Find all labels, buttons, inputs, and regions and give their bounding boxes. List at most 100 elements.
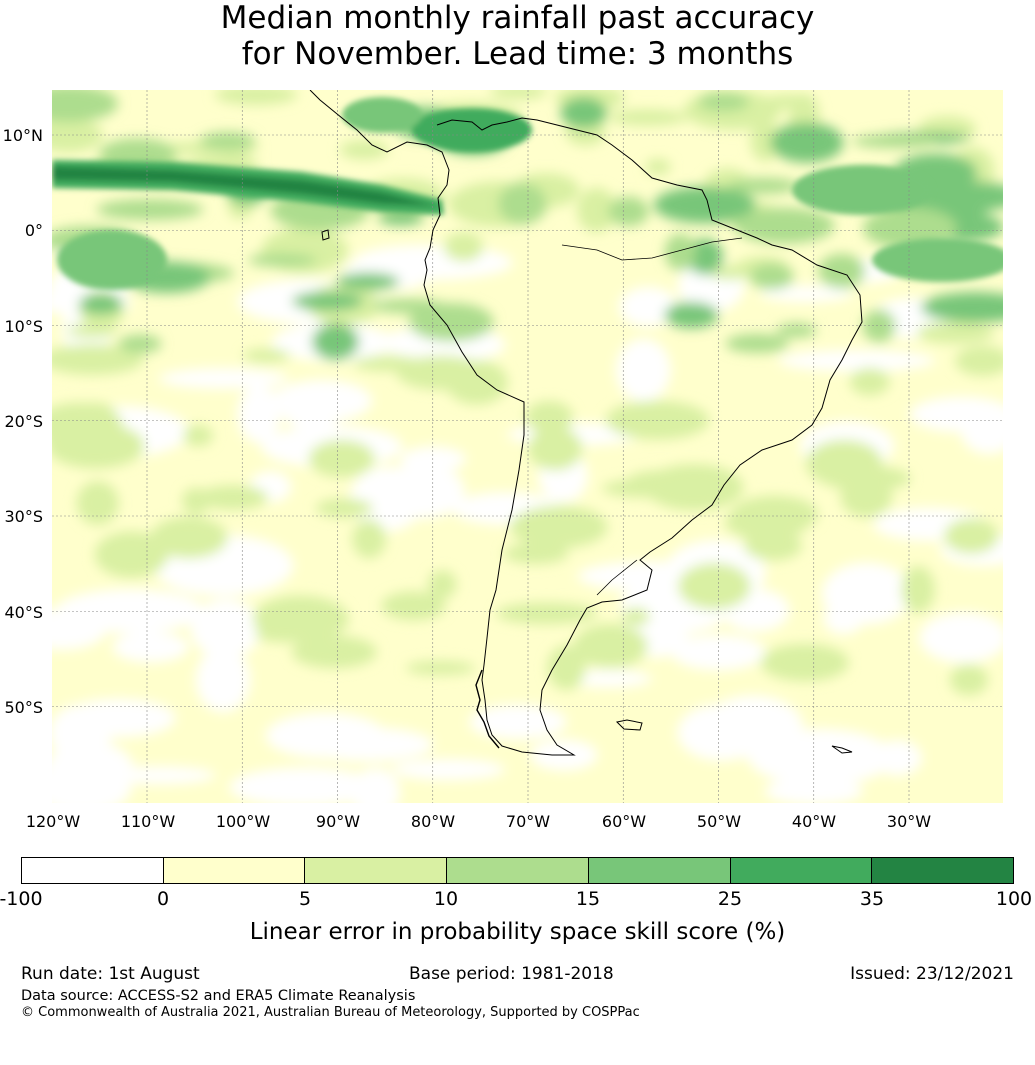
skill-patch xyxy=(818,253,866,289)
caribbean-band xyxy=(412,108,532,152)
negative-skill-patch xyxy=(400,446,466,472)
skill-patch xyxy=(76,481,119,525)
negative-skill-patch xyxy=(237,385,281,443)
south-america-coastline xyxy=(309,90,863,756)
skill-patch xyxy=(749,263,794,290)
tierra-del-fuego-fringe xyxy=(475,669,500,749)
skill-patch xyxy=(901,566,935,613)
colorbar-tick-label: 5 xyxy=(298,888,312,910)
negative-skill-patch xyxy=(469,704,567,740)
skill-patch xyxy=(776,323,817,338)
negative-skill-patch xyxy=(52,759,132,803)
skill-patch xyxy=(219,152,252,169)
lat-label-0: 0° xyxy=(24,221,43,240)
negative-skill-patch xyxy=(349,466,424,532)
skill-patch xyxy=(66,324,117,338)
pacific-band xyxy=(57,230,167,290)
skill-patch xyxy=(728,177,800,194)
skill-patch xyxy=(308,439,375,478)
falkland-islands xyxy=(615,719,643,731)
skill-patch xyxy=(405,661,476,675)
skill-patch xyxy=(697,92,750,112)
lat-label-10s: 10°S xyxy=(4,317,43,336)
colorbar-tick-label: 25 xyxy=(717,888,743,910)
skill-patch xyxy=(52,90,119,122)
issued-date: Issued: 23/12/2021 xyxy=(850,964,1014,984)
colorbar-segment-6 xyxy=(730,858,873,883)
skill-patch xyxy=(916,321,995,344)
lon-label-80w: 80°W xyxy=(410,812,456,831)
coastlines xyxy=(309,90,863,756)
skill-patch xyxy=(725,333,790,354)
colorbar-tick-label: 0 xyxy=(156,888,170,910)
lat-label-50s: 50°S xyxy=(4,698,43,717)
negative-skill-patch xyxy=(112,631,189,663)
skill-patch xyxy=(78,293,123,315)
lon-label-110w: 110°W xyxy=(120,812,176,831)
skill-patch xyxy=(495,602,598,625)
colorbar-segment-2 xyxy=(163,858,306,883)
colorbar-tick-label: 100 xyxy=(995,888,1033,910)
data-source: Data source: ACCESS-S2 and ERA5 Climate … xyxy=(21,988,416,1004)
skill-patch xyxy=(183,424,213,447)
skill-patch xyxy=(489,90,547,100)
skill-patch xyxy=(763,94,817,109)
skill-patch xyxy=(955,345,1003,376)
skill-patch xyxy=(118,334,162,354)
skill-patch xyxy=(708,265,753,280)
skill-patch xyxy=(371,298,447,314)
skill-patch xyxy=(840,475,893,518)
skill-patch xyxy=(920,292,1003,323)
skill-patch xyxy=(197,485,269,510)
skill-patch xyxy=(52,344,144,375)
colorbar-tick-label: -100 xyxy=(0,888,43,910)
lat-label-20s: 20°S xyxy=(4,412,43,431)
skill-patch xyxy=(252,595,349,642)
skill-patch xyxy=(428,570,457,599)
caribbean-band xyxy=(342,97,422,133)
negative-skill-patch xyxy=(195,646,251,713)
negative-skill-patch xyxy=(823,602,864,635)
negative-skill-patch xyxy=(159,368,288,389)
skill-patch xyxy=(607,196,649,227)
skill-patch xyxy=(52,422,145,469)
atlantic-band xyxy=(872,238,1003,282)
lon-label-90w: 90°W xyxy=(315,812,361,831)
negative-skill-patch xyxy=(616,338,671,402)
skill-patch xyxy=(528,426,583,471)
skill-patch xyxy=(862,309,896,343)
south-georgia xyxy=(831,745,853,754)
skill-patch xyxy=(214,90,298,105)
negative-skill-patch xyxy=(565,670,652,688)
skill-patch xyxy=(242,348,291,363)
skill-patch xyxy=(498,182,547,225)
skill-patch xyxy=(760,643,849,682)
colorbar-tick-label: 10 xyxy=(433,888,459,910)
skill-patch xyxy=(352,519,386,559)
title-line-1: Median monthly rainfall past accuracy xyxy=(220,0,815,36)
skill-field xyxy=(52,90,1003,803)
galapagos xyxy=(321,229,330,241)
negative-skill-patch xyxy=(671,634,766,671)
skill-patch xyxy=(353,355,424,372)
negative-skill-patch xyxy=(302,727,434,762)
title-line-2: for November. Lead time: 3 months xyxy=(241,36,794,72)
lon-label-100w: 100°W xyxy=(215,812,271,831)
colorbar-segment-1 xyxy=(22,858,164,883)
skill-patch xyxy=(339,140,389,160)
run-date: Run date: 1st August xyxy=(21,964,200,984)
negative-skill-patch xyxy=(229,767,379,803)
negative-skill-patch xyxy=(778,350,936,372)
negative-skill-patch xyxy=(106,766,216,785)
skill-patch xyxy=(805,439,883,487)
skill-patch xyxy=(849,367,890,396)
skill-patch xyxy=(509,505,608,549)
skill-patch xyxy=(664,302,719,329)
colorbar-tick-label: 35 xyxy=(859,888,885,910)
lon-label-70w: 70°W xyxy=(505,812,551,831)
lat-label-10n: 10°N xyxy=(2,126,43,145)
colorbar-segment-7 xyxy=(872,858,1014,883)
colorbar-tick-label: 15 xyxy=(575,888,601,910)
lon-label-60w: 60°W xyxy=(601,812,647,831)
skill-patch xyxy=(645,158,671,175)
